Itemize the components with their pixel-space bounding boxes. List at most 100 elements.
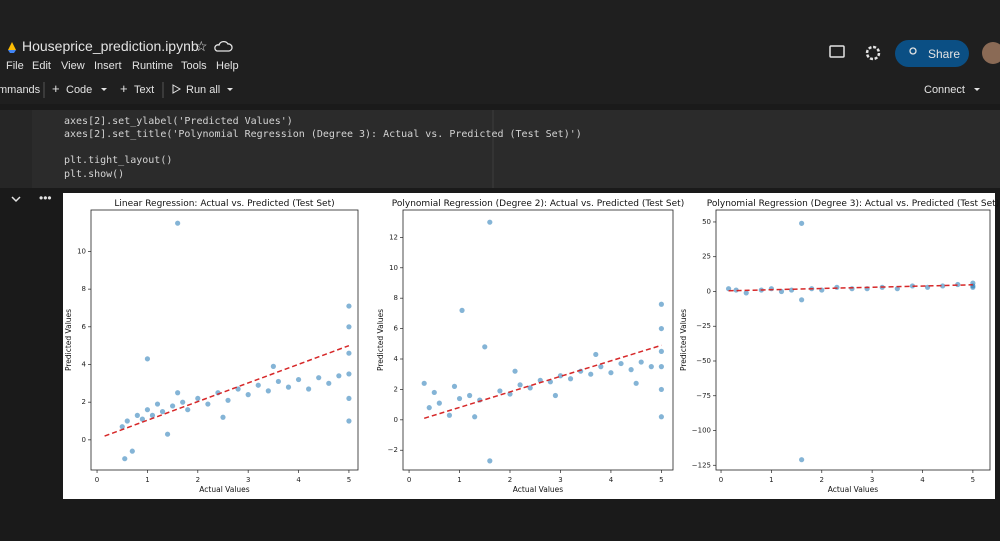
axes-frame bbox=[402, 209, 674, 471]
scatter-point bbox=[195, 395, 201, 402]
notebook-title[interactable]: Houseprice_prediction.ipynb bbox=[22, 38, 199, 54]
scatter-point bbox=[608, 370, 614, 376]
y-tick-label: 10 bbox=[77, 247, 86, 255]
share-label[interactable]: Share bbox=[928, 47, 960, 61]
scatter-point bbox=[134, 412, 140, 418]
scatter-point bbox=[618, 360, 624, 367]
menu-item[interactable]: Tools bbox=[181, 60, 207, 72]
cloud-icon[interactable] bbox=[214, 40, 233, 52]
scatter-point bbox=[175, 220, 181, 226]
y-tick-label: 50 bbox=[702, 218, 711, 226]
menu-item[interactable]: Help bbox=[216, 60, 239, 72]
scatter-point bbox=[285, 384, 292, 390]
scatter-point bbox=[149, 412, 156, 418]
scatter-point bbox=[799, 297, 805, 303]
comment-icon[interactable] bbox=[829, 45, 845, 58]
scatter-point bbox=[567, 376, 574, 382]
scatter-point bbox=[316, 375, 322, 381]
y-tick-label: 2 bbox=[394, 385, 398, 393]
menu-item[interactable]: Runtime bbox=[132, 60, 173, 72]
x-tick-label: 4 bbox=[920, 476, 925, 484]
scatter-point bbox=[175, 390, 181, 396]
commands[interactable]: mmands bbox=[0, 84, 41, 96]
run-all[interactable]: Run all bbox=[186, 84, 220, 96]
scatter-point bbox=[799, 220, 805, 226]
scatter-point bbox=[225, 397, 231, 403]
dropdown[interactable] bbox=[974, 88, 980, 91]
scatter-point bbox=[487, 219, 493, 225]
scatter-point bbox=[164, 431, 171, 437]
y-tick-label: 10 bbox=[389, 264, 398, 272]
collapse-icon[interactable] bbox=[11, 196, 21, 203]
scatter-point bbox=[326, 380, 332, 386]
x-tick-label: 0 bbox=[719, 476, 723, 484]
scatter-point bbox=[799, 457, 805, 463]
scatter-point bbox=[159, 408, 166, 415]
scatter-point bbox=[346, 371, 352, 377]
y-tick-label: −50 bbox=[696, 357, 711, 365]
output-menu[interactable]: ••• bbox=[39, 191, 52, 205]
y-tick-label: −25 bbox=[696, 322, 711, 330]
scatter-point bbox=[436, 400, 442, 406]
scatter-point bbox=[788, 287, 795, 293]
x-tick-label: 2 bbox=[508, 476, 512, 484]
menu-item[interactable]: Edit bbox=[32, 60, 51, 72]
plus: + bbox=[120, 81, 128, 96]
x-tick-label: 5 bbox=[347, 476, 351, 484]
x-tick-label: 1 bbox=[769, 476, 773, 484]
x-tick-label: 2 bbox=[196, 476, 200, 484]
y-tick-label: −2 bbox=[388, 446, 398, 454]
menu-item[interactable]: View bbox=[61, 60, 85, 72]
avatar[interactable] bbox=[982, 42, 1000, 64]
scatter-point bbox=[487, 458, 493, 464]
fit-line bbox=[104, 344, 350, 437]
y-tick-label: 0 bbox=[82, 436, 86, 444]
code-line: plt.tight_layout() bbox=[64, 155, 172, 166]
scatter-point bbox=[970, 284, 976, 290]
code-line: axes[2].set_ylabel('Predicted Values') bbox=[64, 116, 293, 127]
scatter-point bbox=[658, 364, 664, 370]
share-button[interactable] bbox=[895, 40, 969, 67]
scatter-point bbox=[220, 414, 226, 420]
y-tick-label: 2 bbox=[82, 398, 86, 406]
drive-icon bbox=[8, 42, 16, 50]
scatter-point bbox=[658, 414, 664, 420]
menu-item[interactable]: File bbox=[6, 60, 24, 72]
scatter-point bbox=[467, 392, 473, 399]
scatter-point bbox=[255, 382, 261, 388]
scatter-point bbox=[446, 412, 453, 418]
scatter-point bbox=[306, 386, 312, 392]
y-axis-label: Predicted Values bbox=[679, 309, 688, 371]
code-editor[interactable] bbox=[32, 110, 1000, 188]
dropdown[interactable] bbox=[227, 88, 233, 91]
x-tick-label: 0 bbox=[407, 476, 411, 484]
settings-icon[interactable] bbox=[865, 45, 881, 61]
scatter-point bbox=[733, 287, 739, 293]
chart-title: Polynomial Regression (Degree 3): Actual… bbox=[707, 199, 999, 209]
x-tick-label: 3 bbox=[246, 476, 250, 484]
scatter-point bbox=[658, 348, 664, 355]
fit-line bbox=[728, 284, 973, 292]
x-tick-label: 3 bbox=[558, 476, 562, 484]
connect[interactable]: Connect bbox=[924, 84, 965, 96]
scatter-point bbox=[426, 405, 432, 411]
add-code[interactable]: Code bbox=[66, 84, 92, 96]
scatter-point bbox=[633, 380, 639, 386]
scatter-point bbox=[346, 395, 352, 402]
scatter-point bbox=[527, 385, 533, 391]
drive-icon-part bbox=[8, 50, 16, 53]
scatter-point bbox=[834, 284, 840, 290]
scatter-point bbox=[940, 283, 946, 289]
x-tick-label: 0 bbox=[95, 476, 99, 484]
x-tick-label: 5 bbox=[659, 476, 663, 484]
x-axis-label: Actual Values bbox=[513, 485, 563, 494]
y-tick-label: 8 bbox=[394, 294, 398, 302]
axes-frame bbox=[90, 209, 359, 471]
menu-item[interactable]: Insert bbox=[94, 60, 122, 72]
star-icon[interactable]: ☆ bbox=[195, 38, 208, 54]
run-icon bbox=[172, 84, 182, 94]
y-tick-label: 0 bbox=[707, 287, 711, 295]
add-text[interactable]: Text bbox=[134, 84, 154, 96]
dropdown[interactable] bbox=[101, 88, 107, 91]
output-image bbox=[63, 193, 995, 499]
